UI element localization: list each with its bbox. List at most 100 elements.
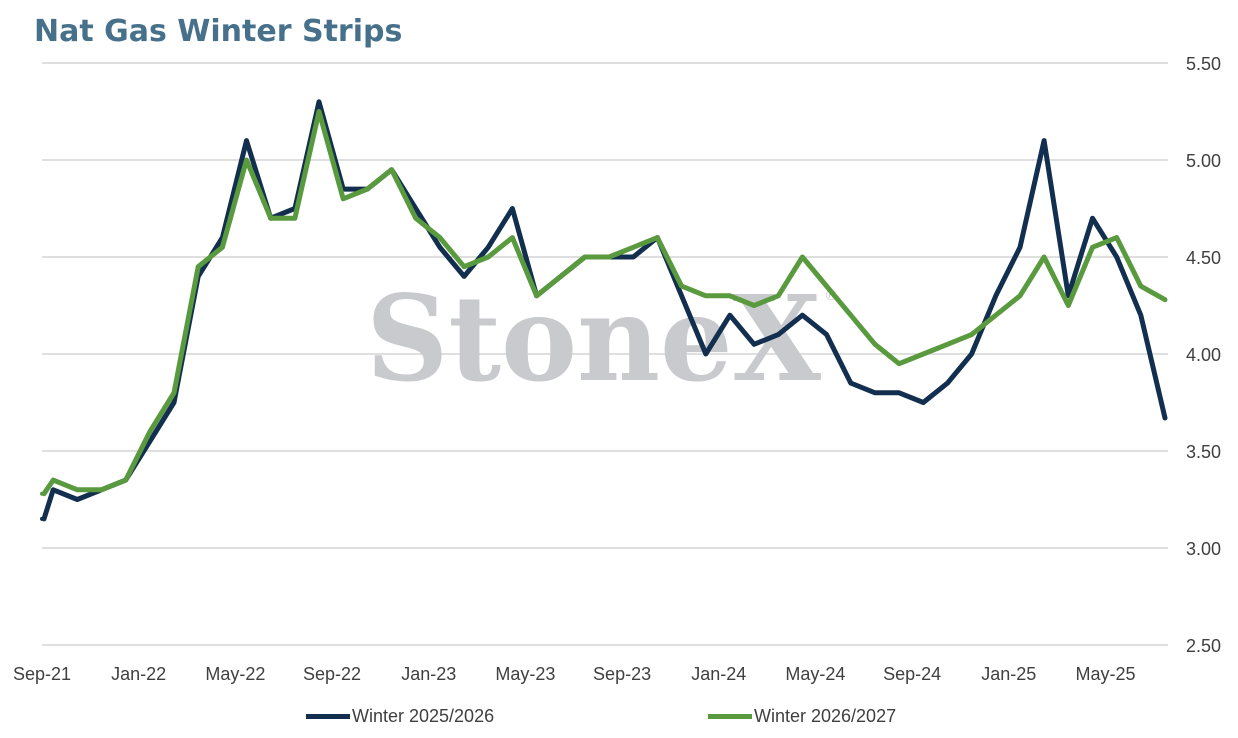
series-2-point [679, 284, 684, 289]
series-lines [40, 99, 1168, 522]
series-2-point [631, 245, 636, 250]
series-2-point [993, 313, 998, 318]
series-2-point [437, 235, 442, 240]
x-tick-label: Jan-23 [401, 664, 456, 684]
chart-title: Nat Gas Winter Strips [34, 14, 403, 49]
series-1-point [172, 400, 176, 405]
series-2-point [558, 274, 563, 279]
series-1-point [679, 293, 684, 298]
series-1-point [462, 274, 467, 279]
y-tick-label: 5.00 [1186, 151, 1221, 171]
y-tick-label: 3.50 [1186, 442, 1221, 462]
series-2-point [945, 342, 950, 347]
series-2-point [268, 216, 273, 221]
x-tick-label: Jan-25 [981, 664, 1036, 684]
series-1-point [1090, 216, 1095, 221]
series-2-point [1018, 293, 1022, 298]
series-2-point [848, 313, 853, 318]
x-tick-label: May-24 [785, 664, 845, 684]
x-tick-label: Sep-21 [13, 664, 71, 684]
y-tick-label: 3.00 [1186, 539, 1221, 559]
series-1-point [244, 138, 249, 143]
series-1-point [1114, 255, 1119, 259]
series-1-point [873, 390, 877, 395]
series-2-point [510, 235, 515, 240]
legend-item-series-1[interactable]: Winter 2025/2026 [306, 706, 494, 727]
series-1-point [703, 352, 708, 356]
x-tick-label: May-25 [1075, 664, 1135, 684]
series-1-point [510, 206, 515, 211]
series-1-point [1042, 138, 1047, 143]
series-2-point [921, 352, 926, 356]
series-2-point [776, 293, 781, 298]
series-2-point [99, 487, 104, 492]
y-tick-label: 4.00 [1186, 345, 1221, 365]
series-1-point [486, 245, 491, 250]
series-2-point [172, 390, 176, 395]
series-1-point [631, 255, 636, 259]
series-2-point [462, 264, 467, 269]
series-2-point [389, 167, 394, 172]
series-2-point [413, 216, 418, 221]
watermark: StoneX ® [366, 269, 838, 408]
series-2-point [220, 245, 225, 250]
series-2-point [123, 478, 128, 483]
x-tick-label: Sep-24 [883, 664, 941, 684]
x-axis-ticks: Sep-21 Jan-22 May-22 Sep-22 Jan-23 May-23 Sep-… [13, 664, 1136, 684]
series-line-2 [41, 109, 1168, 497]
series-1-point [727, 313, 732, 318]
series-2-point [244, 158, 249, 162]
series-2-point [1066, 303, 1071, 308]
series-1-point [848, 381, 853, 386]
x-tick-label: May-22 [205, 664, 265, 684]
series-2-point [534, 293, 539, 298]
series-1-point [147, 439, 152, 444]
series-1-point [752, 342, 757, 347]
series-2-point [824, 284, 829, 289]
series-2-point [317, 109, 321, 114]
series-1-point [776, 332, 781, 337]
legend-label-series-1: Winter 2025/2026 [352, 706, 495, 726]
x-tick-label: Sep-23 [593, 664, 651, 684]
x-tick-label: Jan-22 [111, 664, 166, 684]
series-1-point [40, 516, 44, 521]
series-2-point [727, 293, 732, 298]
legend-swatch-series-2 [708, 714, 752, 719]
legend-label-series-2: Winter 2026/2027 [754, 706, 897, 726]
series-2-point [1042, 255, 1047, 259]
series-2-point [1163, 297, 1167, 302]
series-1-point [945, 381, 950, 386]
series-2-point [897, 361, 902, 366]
series-2-point [51, 478, 56, 483]
series-2-point [75, 487, 80, 492]
y-tick-label: 5.50 [1186, 54, 1221, 74]
series-1-point [1163, 416, 1167, 420]
series-1-point [969, 352, 974, 356]
series-1-point [993, 293, 998, 298]
series-1-point [51, 487, 56, 492]
series-1-point [1138, 313, 1143, 318]
series-2-point [582, 255, 587, 259]
series-2-point [147, 429, 152, 434]
series-2-point [1114, 235, 1119, 240]
y-tick-label: 2.50 [1186, 636, 1221, 656]
x-tick-label: May-23 [495, 664, 555, 684]
series-2-point [607, 255, 612, 259]
gridlines [42, 62, 1168, 646]
series-2-point [703, 293, 708, 298]
series-1-point [1018, 245, 1022, 250]
legend-item-series-2[interactable]: Winter 2026/2027 [708, 706, 896, 727]
x-tick-label: Jan-24 [691, 664, 746, 684]
series-1-point [897, 390, 902, 395]
series-1-point [413, 206, 418, 211]
series-2-point [969, 332, 974, 337]
y-axis-ticks: 2.50 3.00 3.50 4.00 4.50 5.00 5.50 [1186, 54, 1221, 656]
series-1-point [437, 245, 442, 250]
chart-plot: StoneX ® 2.50 3.00 3.50 4.00 4.50 5.00 5.50 Se… [13, 54, 1221, 684]
series-2-point [1138, 284, 1143, 289]
series-2-point [196, 264, 201, 269]
series-2-point [292, 216, 297, 221]
series-2-point [341, 196, 346, 201]
x-tick-label: Sep-22 [303, 664, 361, 684]
series-2-point [800, 255, 805, 259]
